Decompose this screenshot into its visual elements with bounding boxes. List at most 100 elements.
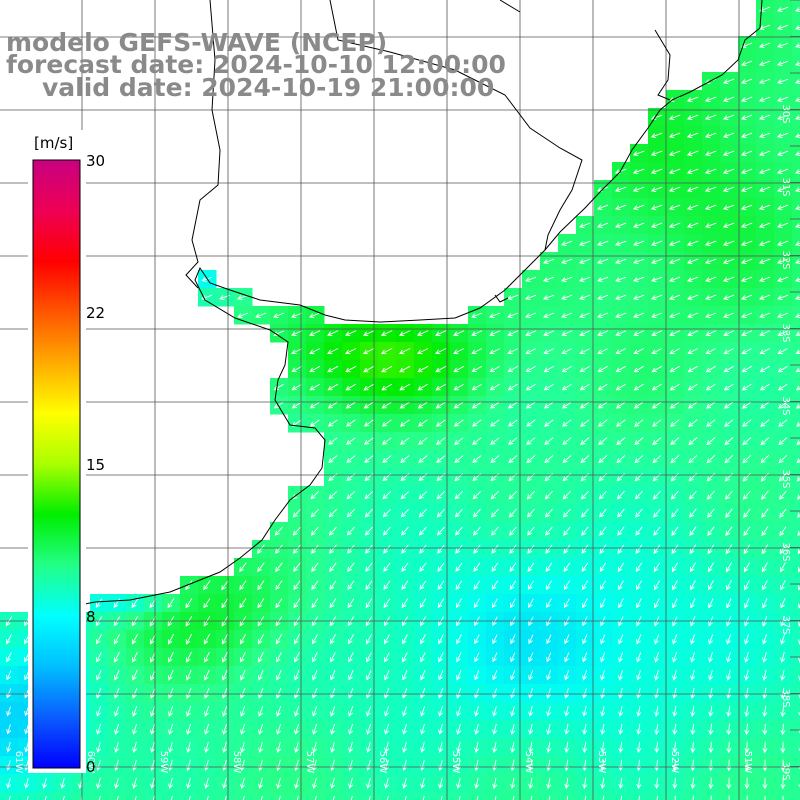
- latitude-label: 33S: [780, 323, 791, 342]
- wind-cell: [558, 792, 577, 800]
- wind-arrow: [381, 383, 393, 391]
- wind-arrow: [668, 168, 681, 175]
- wind-arrow: [795, 115, 800, 120]
- wind-arrow: [453, 348, 465, 355]
- wind-arrow: [525, 401, 536, 409]
- wind-arrow: [330, 634, 336, 645]
- wind-arrow: [742, 490, 751, 500]
- wind-arrow: [597, 348, 609, 355]
- wind-arrow: [543, 258, 555, 264]
- wind-arrow: [582, 634, 588, 645]
- wind-arrow: [438, 634, 444, 645]
- wind-arrow: [798, 730, 800, 734]
- wind-arrow: [632, 150, 645, 157]
- wind-arrow: [257, 634, 264, 645]
- wind-arrow: [758, 222, 771, 229]
- wind-arrow: [348, 652, 354, 663]
- wind-arrow: [722, 276, 735, 283]
- wind-arrow: [438, 705, 444, 717]
- wind-arrow: [381, 365, 393, 373]
- wind-arrow: [779, 544, 787, 555]
- wind-arrow: [348, 741, 354, 754]
- wind-arrow: [744, 598, 750, 609]
- wind-cell: [792, 180, 800, 199]
- wind-arrow: [741, 60, 753, 66]
- wind-arrow: [582, 705, 588, 717]
- wind-arrow: [382, 526, 391, 536]
- wind-arrow: [474, 670, 480, 681]
- wind-cell: [324, 792, 343, 800]
- wind-arrow: [258, 741, 264, 754]
- wind-arrow: [347, 562, 355, 572]
- wind-cell: [288, 792, 307, 800]
- wind-arrow: [132, 705, 138, 717]
- wind-arrow: [114, 687, 120, 699]
- longitude-label: 59W: [158, 751, 169, 774]
- wind-arrow: [651, 312, 663, 318]
- wind-arrow: [654, 598, 660, 609]
- wind-arrow: [704, 114, 717, 121]
- wind-arrow: [779, 508, 787, 518]
- wind-arrow: [599, 544, 607, 554]
- wind-arrow: [579, 330, 591, 336]
- wind-arrow: [420, 741, 426, 753]
- wind-arrow: [26, 795, 29, 800]
- wind-arrow: [762, 777, 768, 790]
- wind-arrow: [309, 366, 321, 373]
- wind-arrow: [185, 598, 193, 609]
- wind-arrow: [672, 652, 678, 663]
- wind-arrow: [795, 133, 800, 138]
- wind-arrow: [257, 580, 265, 591]
- wind-cell: [486, 792, 505, 800]
- wind-arrow: [382, 491, 392, 500]
- wind-arrow: [489, 383, 500, 391]
- wind-arrow: [273, 330, 285, 337]
- wind-arrow: [6, 706, 12, 717]
- wind-arrow: [617, 526, 625, 536]
- wind-arrow: [456, 652, 462, 663]
- wind-arrow: [507, 312, 519, 318]
- wind-arrow: [454, 490, 464, 500]
- wind-arrow: [654, 723, 660, 736]
- wind-arrow: [579, 276, 591, 282]
- wind-arrow: [744, 687, 750, 699]
- wind-arrow: [708, 598, 714, 609]
- wind-arrow: [328, 544, 337, 554]
- wind-arrow: [512, 795, 515, 800]
- wind-arrow: [366, 723, 372, 735]
- wind-arrow: [346, 437, 356, 445]
- wind-arrow: [437, 544, 445, 554]
- wind-arrow: [777, 276, 789, 282]
- wind-arrow: [759, 365, 770, 373]
- wind-arrow: [291, 348, 303, 355]
- wind-arrow: [510, 688, 516, 699]
- wind-arrow: [561, 276, 573, 282]
- wind-cell: [252, 792, 271, 800]
- wind-arrow: [582, 598, 588, 609]
- wind-arrow: [705, 348, 716, 355]
- wind-arrow: [416, 330, 429, 337]
- wind-arrow: [616, 437, 626, 446]
- wind-arrow: [422, 795, 425, 800]
- wind-arrow: [670, 455, 680, 464]
- wind-arrow: [705, 365, 716, 373]
- wind-arrow: [456, 723, 462, 735]
- wind-arrow: [455, 598, 462, 609]
- wind-arrow: [402, 670, 408, 681]
- wind-arrow: [723, 78, 735, 84]
- wind-arrow: [762, 651, 768, 663]
- wind-arrow: [723, 348, 734, 355]
- wind-arrow: [615, 419, 626, 427]
- wind-cell: [0, 792, 19, 800]
- wind-arrow: [760, 419, 770, 427]
- wind-arrow: [759, 186, 771, 192]
- wind-arrow: [599, 562, 607, 572]
- wind-arrow: [328, 490, 338, 500]
- colorbar-tick-label: 30: [86, 152, 105, 170]
- wind-arrow: [472, 490, 482, 500]
- wind-arrow: [310, 526, 319, 536]
- wind-arrow: [167, 633, 174, 645]
- wind-arrow: [795, 205, 800, 210]
- wind-arrow: [348, 688, 354, 699]
- wind-arrow: [618, 687, 624, 699]
